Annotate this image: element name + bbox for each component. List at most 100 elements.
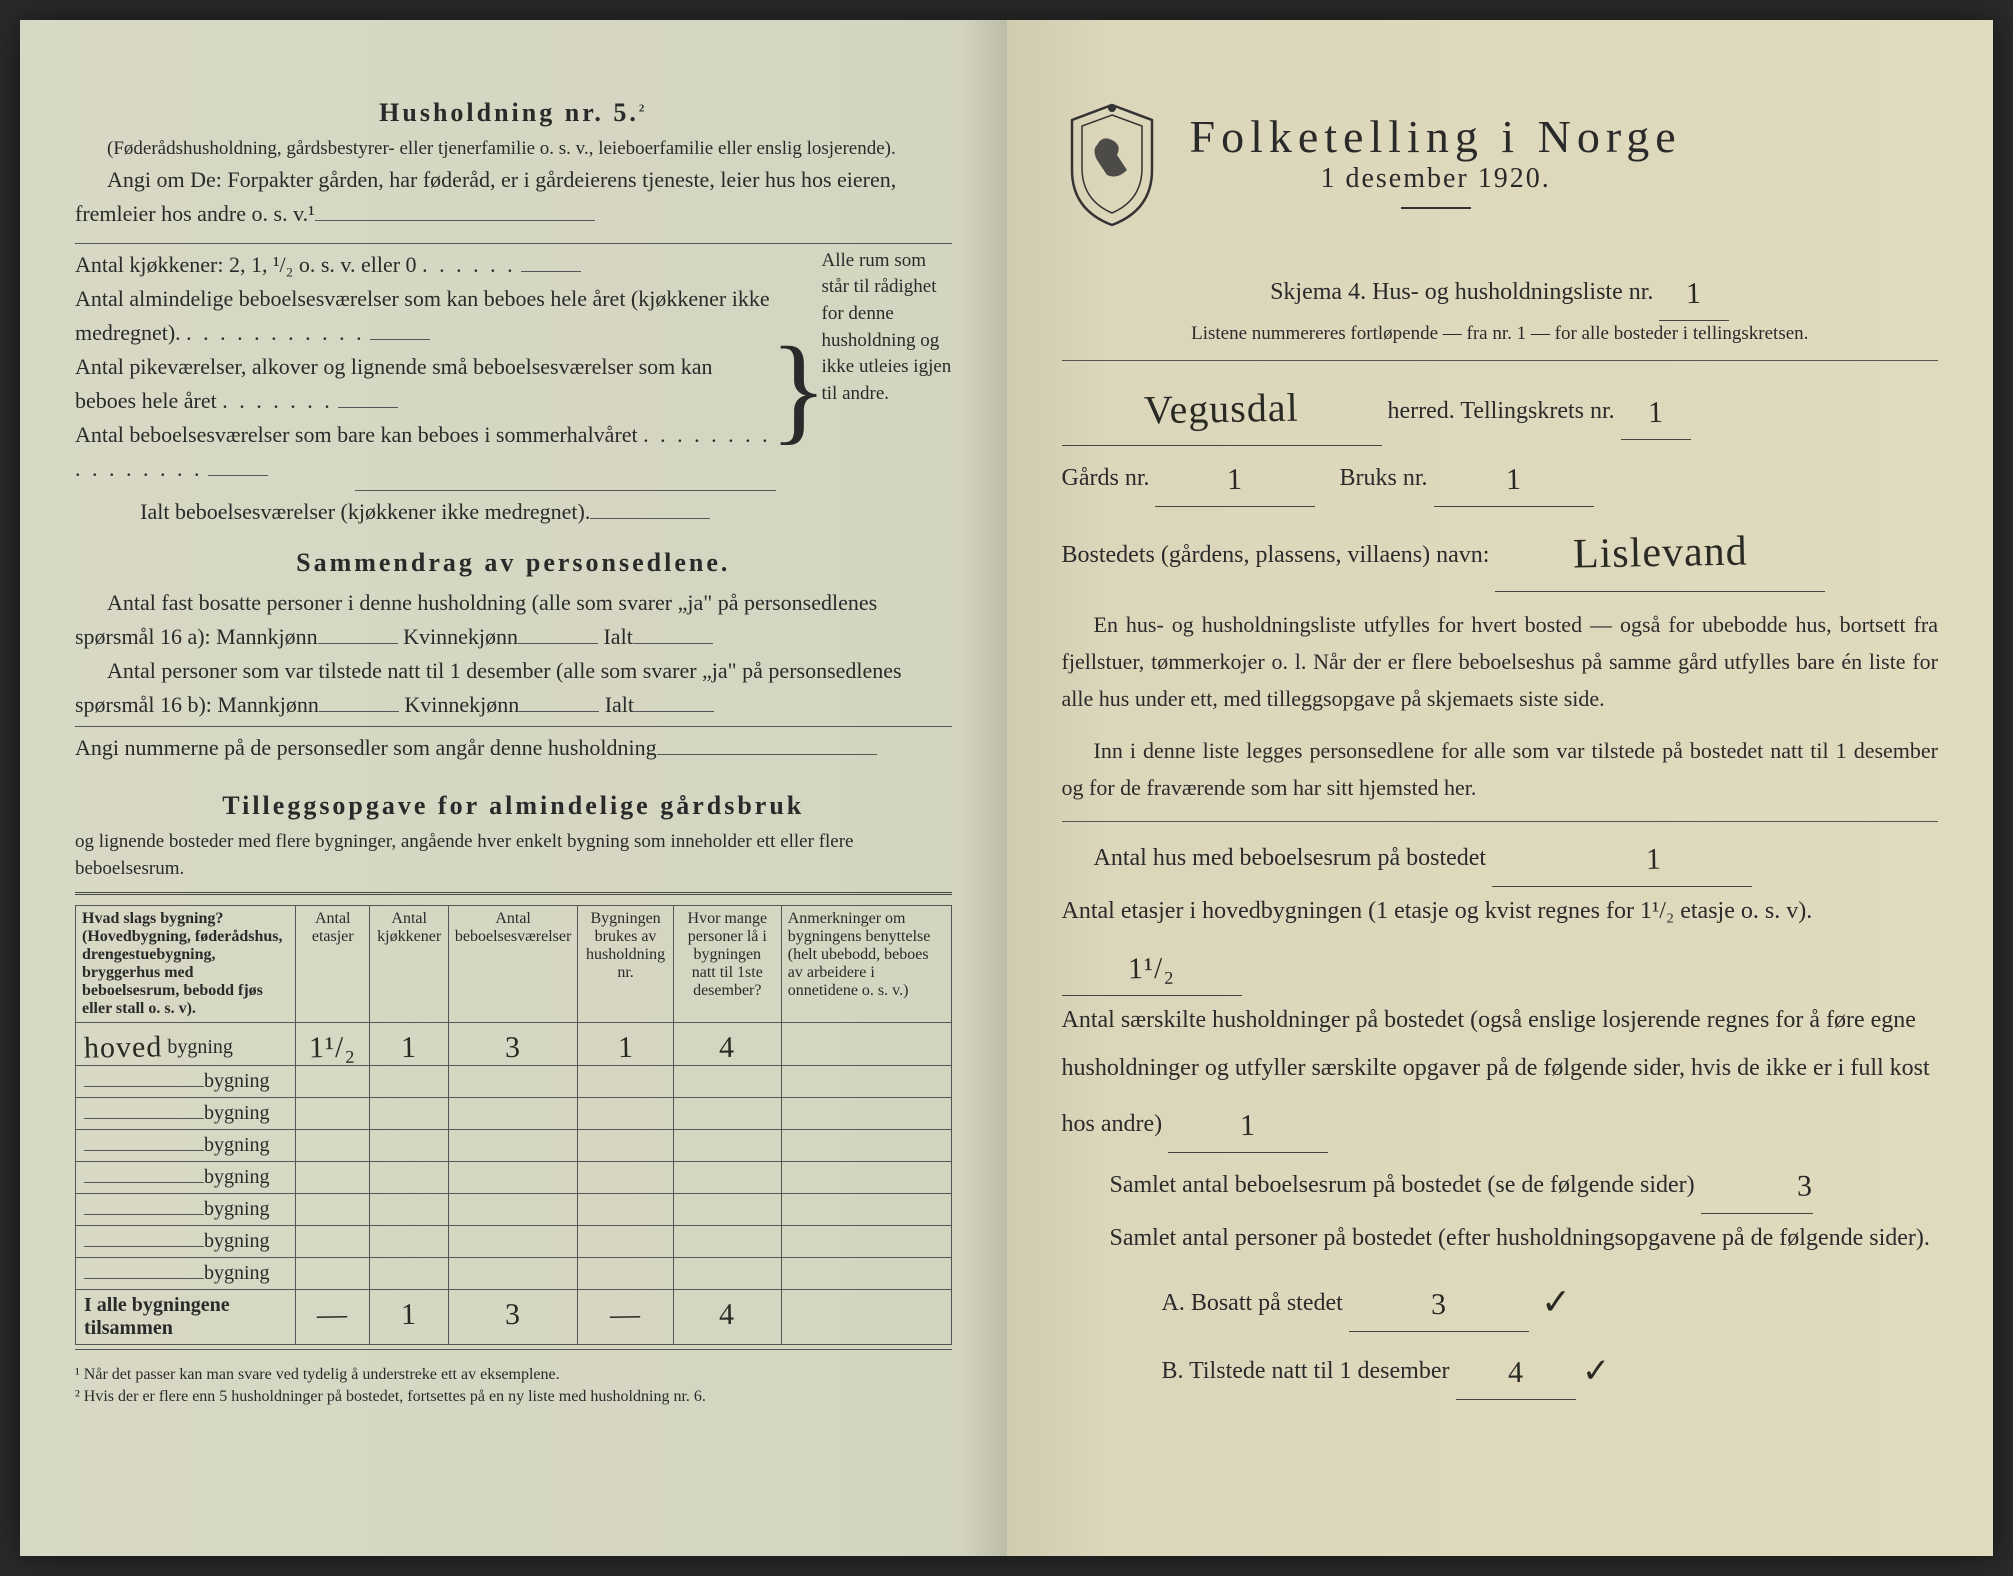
total-v3: — — [610, 1298, 642, 1333]
row-type-cell: bygning — [76, 1162, 296, 1194]
cell-value: 4 — [719, 1031, 736, 1065]
table-cell — [296, 1258, 370, 1290]
tellingskrets-nr: 1 — [1647, 382, 1664, 442]
table-cell — [781, 1066, 951, 1098]
table-row: bygning — [76, 1194, 952, 1226]
sec2-ialt1: Ialt — [603, 624, 632, 649]
q4-line: Samlet antal beboelsesrum på bostedet (s… — [1062, 1153, 1939, 1214]
q5a-value: 3 — [1430, 1274, 1447, 1334]
total-v4: 4 — [719, 1298, 736, 1332]
census-date: 1 desember 1920. — [1190, 163, 1682, 195]
q1-label: Antal hus med beboelsesrum på bostedet — [1094, 845, 1487, 871]
row-type-cell: bygning — [76, 1258, 296, 1290]
rooms2-label: Antal pikeværelser, alkover og lignende … — [75, 354, 713, 413]
table-cell — [296, 1226, 370, 1258]
cell-value: 1 — [401, 1031, 418, 1065]
table-cell — [781, 1023, 951, 1066]
col-kitchens: Antal kjøkkener — [370, 906, 448, 1023]
row-type-cell: bygning — [76, 1130, 296, 1162]
buildings-table: Hvad slags bygning? (Hovedbygning, føder… — [75, 905, 952, 1345]
table-cell — [448, 1098, 577, 1130]
cell-value: 1¹/₂ — [309, 1031, 356, 1066]
summary-line1: Antal fast bosatte personer i denne hush… — [75, 586, 952, 654]
title-rule — [1401, 207, 1471, 209]
q5b-check: ✓ — [1581, 1337, 1612, 1406]
sec2-kv: Kvinnekjønn — [403, 624, 518, 649]
table-cell — [673, 1258, 781, 1290]
q5-line: Samlet antal personer på bostedet (efter… — [1062, 1214, 1939, 1262]
table-cell — [448, 1226, 577, 1258]
q3-value: 1 — [1240, 1095, 1257, 1155]
table-cell: 4 — [673, 1023, 781, 1066]
section-summary-title: Sammendrag av personsedlene. — [75, 548, 952, 578]
para2: Inn i denne liste legges personsedlene f… — [1062, 732, 1939, 807]
sec2-line3-text: Angi nummerne på de personsedler som ang… — [75, 735, 657, 760]
rooms1-label: Antal almindelige beboelsesværelser som … — [75, 286, 770, 345]
rooms3-line: Antal beboelsesværelser som bare kan beb… — [75, 418, 776, 486]
page-right: Folketelling i Norge 1 desember 1920. Sk… — [1007, 20, 1994, 1556]
col-household: Bygningen brukes av husholdning nr. — [578, 906, 674, 1023]
table-cell: 3 — [448, 1023, 577, 1066]
table-cell — [578, 1130, 674, 1162]
bruks-label: Bruks nr. — [1339, 465, 1427, 491]
summary-line3: Angi nummerne på de personsedler som ang… — [75, 731, 952, 765]
table-cell — [673, 1098, 781, 1130]
table-cell — [781, 1130, 951, 1162]
bruks-nr: 1 — [1505, 449, 1522, 509]
table-header-row: Hvad slags bygning? (Hovedbygning, føder… — [76, 906, 952, 1023]
footnotes: ¹ Når det passer kan man svare ved tydel… — [75, 1364, 952, 1407]
row-type-cell: bygning — [76, 1066, 296, 1098]
row-type-print: bygning — [204, 1070, 270, 1092]
listene-note: Listene nummereres fortløpende — fra nr.… — [1062, 321, 1939, 348]
table-cell — [578, 1066, 674, 1098]
section1-sub: (Føderådshusholdning, gårdsbestyrer- ell… — [75, 136, 952, 163]
table-cell — [370, 1194, 448, 1226]
gards-nr: 1 — [1227, 449, 1244, 509]
cell-value: 1 — [617, 1031, 634, 1065]
document-spread: Husholdning nr. 5.2 (Føderådshusholdning… — [20, 20, 1993, 1556]
rooms-total-line: Ialt beboelsesværelser (kjøkkener ikke m… — [75, 495, 776, 529]
table-cell — [370, 1066, 448, 1098]
table-row: bygning — [76, 1098, 952, 1130]
table-cell: 1 — [370, 1023, 448, 1066]
table-cell — [370, 1162, 448, 1194]
q2-value: 1¹/₂ — [1128, 938, 1176, 999]
table-cell — [370, 1258, 448, 1290]
table-cell: 1 — [578, 1023, 674, 1066]
col-rooms: Antal beboelsesværelser — [448, 906, 577, 1023]
row-type-print: bygning — [204, 1102, 270, 1124]
gards-line: Gårds nr. 1 Bruks nr. 1 — [1062, 446, 1939, 507]
para1-text: En hus- og husholdningsliste utfylles fo… — [1062, 606, 1939, 718]
col-persons: Hvor mange personer lå i bygningen natt … — [673, 906, 781, 1023]
table-cell — [578, 1226, 674, 1258]
table-cell: 1¹/₂ — [296, 1023, 370, 1066]
q2-label: Antal etasjer i hovedbygningen (1 etasje… — [1062, 898, 1813, 924]
q2-line: Antal etasjer i hovedbygningen (1 etasje… — [1062, 887, 1939, 996]
total-v1: 1 — [401, 1298, 418, 1332]
section1-para: Angi om De: Forpakter gården, har føderå… — [75, 163, 952, 231]
herred-value: Vegusdal — [1143, 367, 1299, 450]
q4-label: Samlet antal beboelsesrum på bostedet (s… — [1110, 1172, 1695, 1198]
row-type-cell: hoved bygning — [76, 1023, 296, 1066]
footnote1: ¹ Når det passer kan man svare ved tydel… — [75, 1364, 952, 1386]
q1-value: 1 — [1614, 829, 1663, 890]
table-cell — [673, 1162, 781, 1194]
row-type-print: bygning — [204, 1134, 270, 1156]
table-cell — [448, 1162, 577, 1194]
sec2-kv2: Kvinnekjønn — [404, 692, 519, 717]
title-block: Folketelling i Norge 1 desember 1920. — [1062, 100, 1939, 230]
q5a-check: ✓ — [1540, 1265, 1572, 1338]
sec2-ialt2: Ialt — [605, 692, 634, 717]
table-cell — [578, 1162, 674, 1194]
table-cell — [673, 1130, 781, 1162]
row-type-cell: bygning — [76, 1226, 296, 1258]
table-cell — [448, 1194, 577, 1226]
q5a-label: A. Bosatt på stedet — [1162, 1290, 1343, 1316]
table-cell — [448, 1258, 577, 1290]
row-type-cell: bygning — [76, 1098, 296, 1130]
table-cell — [781, 1162, 951, 1194]
table-cell — [296, 1066, 370, 1098]
table-cell — [370, 1226, 448, 1258]
total-v2: 3 — [505, 1298, 522, 1332]
table-cell — [296, 1162, 370, 1194]
